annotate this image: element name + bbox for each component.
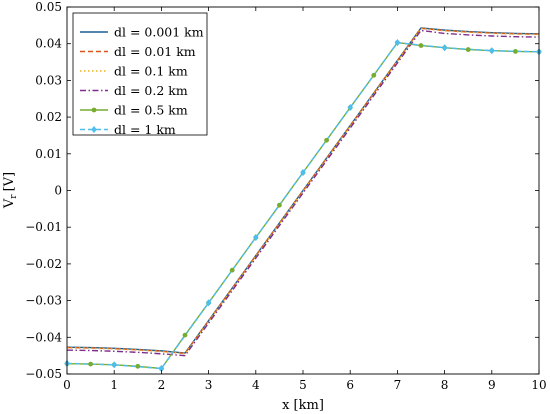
x-tick-label: 9 xyxy=(488,378,496,392)
series-point xyxy=(253,233,259,242)
y-tick-label: −0.05 xyxy=(25,367,62,381)
y-axis-label-unit: [V] xyxy=(2,172,17,192)
x-axis-label: x [km] xyxy=(282,398,324,413)
series-point xyxy=(229,267,235,273)
series-point xyxy=(371,72,377,78)
legend-label: dl = 0.5 km xyxy=(114,103,188,118)
y-axis-label-main: V xyxy=(2,198,17,209)
legend-label: dl = 0.001 km xyxy=(114,25,204,40)
y-tick-label: 0 xyxy=(54,184,62,198)
legend: dl = 0.001 km dl = 0.01 km dl = 0.1 km dl =… xyxy=(72,12,208,137)
y-tick-label: −0.01 xyxy=(25,220,62,234)
x-tick-label: 10 xyxy=(531,378,546,392)
y-tick-label: 0.03 xyxy=(35,73,62,87)
series-point xyxy=(324,137,329,143)
series-point xyxy=(88,361,93,367)
y-tick-label: 0.05 xyxy=(35,0,62,14)
y-tick-label: −0.03 xyxy=(25,294,62,308)
x-tick-label: 4 xyxy=(252,378,260,392)
series-point xyxy=(91,107,97,113)
x-tick-label: 3 xyxy=(205,378,213,392)
series-point xyxy=(135,363,141,369)
x-tick-label: 6 xyxy=(346,378,354,392)
x-tick-label: 1 xyxy=(110,378,118,392)
y-tick-labels: −0.05 −0.04 −0.03 −0.02 −0.01 0 0.01 0.02 0.03 0.… xyxy=(25,0,62,381)
series-line-4 xyxy=(67,29,539,357)
x-tick-label: 7 xyxy=(394,378,402,392)
series-point xyxy=(182,332,188,338)
series-point xyxy=(441,44,448,52)
y-tick-label: 0.02 xyxy=(35,110,62,124)
markers-layer xyxy=(64,38,542,373)
series-point xyxy=(465,47,471,52)
x-tick-label: 5 xyxy=(299,378,307,392)
series-point xyxy=(489,47,495,55)
y-tick-label: −0.02 xyxy=(25,257,62,271)
y-axis-label-sub: r xyxy=(9,194,19,199)
ticks-layer xyxy=(66,6,540,375)
series-point xyxy=(513,49,518,54)
legend-label: dl = 0.2 km xyxy=(114,83,188,98)
series-point xyxy=(394,38,401,47)
legend-label: dl = 1 km xyxy=(114,122,176,137)
series-point xyxy=(158,364,165,373)
y-axis-label: Vr [V] xyxy=(2,172,19,209)
legend-label: dl = 0.01 km xyxy=(114,44,196,59)
legend-items: dl = 0.001 km dl = 0.01 km dl = 0.1 km dl =… xyxy=(80,25,204,137)
series-point xyxy=(300,168,306,177)
y-tick-label: 0.01 xyxy=(35,147,62,161)
series-point xyxy=(111,361,117,369)
y-tick-label: 0.04 xyxy=(35,37,62,51)
series-point xyxy=(277,202,282,208)
legend-label: dl = 0.1 km xyxy=(114,64,188,79)
series-line-2 xyxy=(67,27,539,355)
legend-box xyxy=(72,12,208,136)
series-point xyxy=(205,299,212,307)
x-tick-label: 2 xyxy=(158,378,166,392)
series-point xyxy=(418,43,424,48)
y-tick-label: −0.04 xyxy=(25,330,62,344)
series-point xyxy=(347,103,353,112)
x-tick-labels: 0 1 2 3 4 5 6 7 8 9 10 xyxy=(63,378,546,392)
series-point xyxy=(91,125,97,134)
x-tick-label: 0 xyxy=(63,378,71,392)
x-tick-label: 8 xyxy=(441,378,449,392)
